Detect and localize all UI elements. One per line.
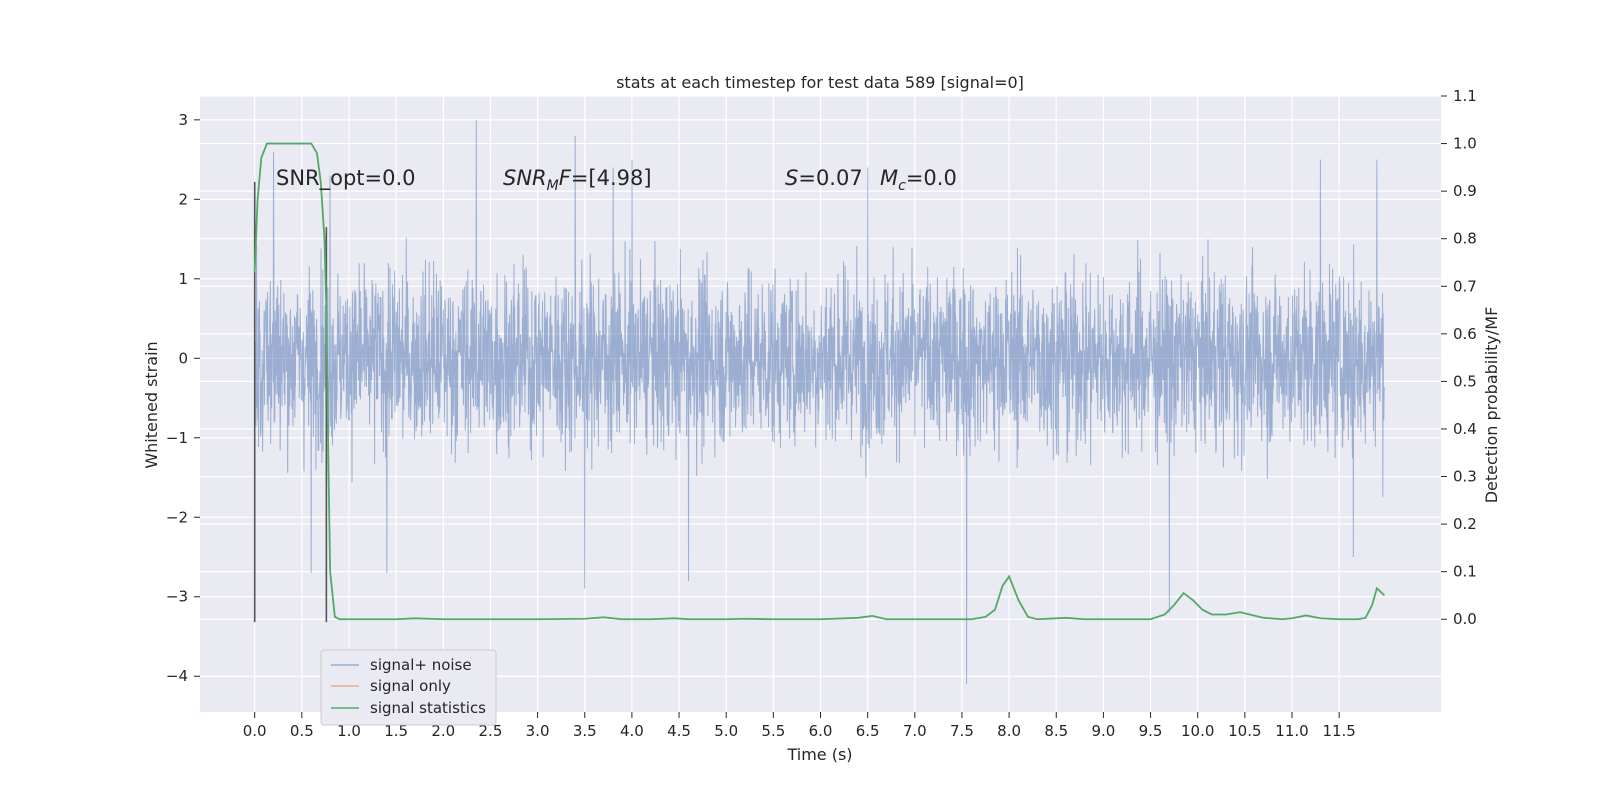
legend-label-signal-only: signal only <box>370 677 451 695</box>
annotation-mc-symbol: M <box>880 166 898 190</box>
legend-label-signal-noise: signal+ noise <box>370 656 472 674</box>
x-tick-label: 5.0 <box>714 722 738 740</box>
chart-title: stats at each timestep for test data 589… <box>616 73 1024 92</box>
annotation-mc-value: =0.0 <box>906 166 957 190</box>
annotation-snr-opt: SNR_opt=0.0 <box>276 166 416 191</box>
x-tick-label: 6.5 <box>856 722 880 740</box>
annotation-snr-mf-f: F <box>559 166 572 190</box>
x-axis-title: Time (s) <box>786 745 852 764</box>
y2-tick-label: 0.6 <box>1453 325 1477 343</box>
x-tick-label: 8.5 <box>1044 722 1068 740</box>
y2-tick-label: 0.1 <box>1453 563 1477 581</box>
x-tick-label: 6.0 <box>809 722 833 740</box>
x-tick-label: 10.5 <box>1228 722 1261 740</box>
annotation-snr-mf-value: =[4.98] <box>571 166 652 190</box>
x-tick-label: 0.5 <box>290 722 314 740</box>
y2-tick-label: 0.2 <box>1453 515 1477 533</box>
legend-label-signal-statistics: signal statistics <box>370 699 486 717</box>
y2-tick-label: 0.5 <box>1453 372 1477 390</box>
x-tick-label: 4.0 <box>620 722 644 740</box>
annotation-snr-mf-symbol: SNR <box>503 166 547 190</box>
x-tick-label: 7.0 <box>903 722 927 740</box>
annotation-snr-mf-subscript: M <box>547 178 559 194</box>
y-axis-title: Whitened strain <box>142 341 161 468</box>
y-tick-label: 1 <box>178 270 188 288</box>
annotation-mc: Mc=0.0 <box>880 166 957 194</box>
y2-tick-label: 0.4 <box>1453 420 1477 438</box>
x-tick-label: 1.5 <box>384 722 408 740</box>
y2-tick-label: 0.3 <box>1453 468 1477 486</box>
signal-statistics-series <box>253 142 1386 621</box>
y-axis-ticks: −4 −3 −2 −1 0 1 2 3 <box>166 111 200 685</box>
annotation-mc-subscript: c <box>898 178 906 194</box>
x-tick-label: 3.0 <box>526 722 550 740</box>
annotations: SNR_opt=0.0 SNRMF=[4.98] S=0.07 Mc=0.0 <box>276 166 957 194</box>
x-tick-label: 1.0 <box>337 722 361 740</box>
y-tick-label: 2 <box>178 190 188 208</box>
y-tick-label: −3 <box>166 588 188 606</box>
y2-axis-title: Detection probability/MF <box>1482 307 1501 504</box>
annotation-snr-mf: SNRMF=[4.98] <box>503 166 652 194</box>
x-tick-label: 7.5 <box>950 722 974 740</box>
y2-axis-ticks: 0.0 0.1 0.2 0.3 0.4 0.5 0.6 0.7 0.8 0.9 1.0 1.1 <box>1441 87 1477 628</box>
annotation-s-value: =0.07 <box>798 166 862 190</box>
y-tick-label: −1 <box>166 429 188 447</box>
x-tick-label: 0.0 <box>243 722 267 740</box>
x-tick-label: 3.5 <box>573 722 597 740</box>
legend-box <box>320 649 497 726</box>
x-tick-label: 11.5 <box>1322 722 1355 740</box>
signal-noise-line <box>254 119 1385 685</box>
x-tick-label: 11.0 <box>1275 722 1308 740</box>
y-tick-label: −2 <box>166 508 188 526</box>
y-tick-label: 3 <box>178 111 188 129</box>
x-tick-label: 9.0 <box>1091 722 1115 740</box>
y2-tick-label: 0.7 <box>1453 277 1477 295</box>
x-tick-label: 4.5 <box>667 722 691 740</box>
y2-tick-label: 1.1 <box>1453 87 1477 105</box>
legend: signal+ noise signal only signal statist… <box>320 649 497 726</box>
x-tick-label: 2.0 <box>431 722 455 740</box>
signal-statistics-line <box>253 142 1386 621</box>
y2-tick-label: 0.9 <box>1453 182 1477 200</box>
annotation-s-symbol: S <box>785 166 798 190</box>
x-tick-label: 2.5 <box>479 722 503 740</box>
signal-noise-series <box>254 119 1385 685</box>
annotation-s: S=0.07 <box>785 166 863 190</box>
y-tick-label: −4 <box>166 667 188 685</box>
x-tick-label: 10.0 <box>1181 722 1214 740</box>
x-axis-ticks: 0.0 0.5 1.0 1.5 2.0 2.5 3.0 3.5 4.0 4.5 5.0 5.5 6.0 6… <box>243 712 1356 740</box>
y2-tick-label: 0.0 <box>1453 610 1477 628</box>
y2-tick-label: 0.8 <box>1453 230 1477 248</box>
y-tick-label: 0 <box>178 349 188 367</box>
x-tick-label: 8.0 <box>997 722 1021 740</box>
x-tick-label: 5.5 <box>761 722 785 740</box>
y2-tick-label: 1.0 <box>1453 135 1477 153</box>
x-tick-label: 9.5 <box>1139 722 1163 740</box>
